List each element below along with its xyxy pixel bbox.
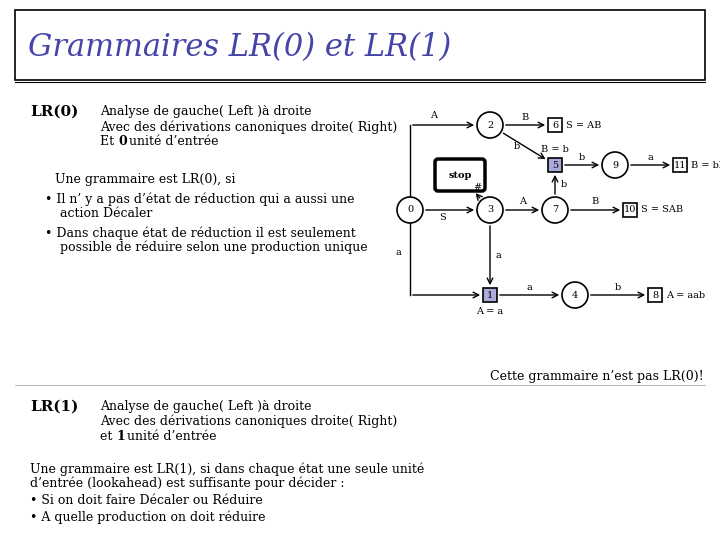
Circle shape	[542, 197, 568, 223]
FancyBboxPatch shape	[15, 10, 705, 80]
FancyBboxPatch shape	[648, 288, 662, 302]
Circle shape	[477, 197, 503, 223]
Text: 1: 1	[116, 430, 125, 443]
Text: A: A	[519, 198, 526, 206]
Text: action Décaler: action Décaler	[60, 207, 153, 220]
Text: Analyse de gauche( Left )à droite: Analyse de gauche( Left )à droite	[100, 400, 312, 413]
Circle shape	[562, 282, 588, 308]
Text: et: et	[100, 430, 117, 443]
Text: b: b	[579, 152, 585, 161]
Text: Grammaires LR(0) et LR(1): Grammaires LR(0) et LR(1)	[28, 32, 451, 64]
Text: 0: 0	[407, 206, 413, 214]
Text: 6: 6	[552, 120, 558, 130]
Text: • Si on doit faire Décaler ou Réduire: • Si on doit faire Décaler ou Réduire	[30, 494, 263, 507]
Circle shape	[397, 197, 423, 223]
Text: 0: 0	[118, 135, 127, 148]
FancyBboxPatch shape	[548, 158, 562, 172]
Text: 7: 7	[552, 206, 558, 214]
FancyBboxPatch shape	[435, 159, 485, 191]
Text: 2: 2	[487, 120, 493, 130]
Text: unité d’entrée: unité d’entrée	[123, 430, 217, 443]
FancyBboxPatch shape	[673, 158, 687, 172]
Text: 5: 5	[552, 160, 558, 170]
Text: 10: 10	[624, 206, 636, 214]
Text: S = SAB: S = SAB	[641, 206, 683, 214]
Text: B = b: B = b	[541, 145, 569, 153]
Text: #: #	[474, 183, 482, 192]
Text: a: a	[647, 152, 653, 161]
Text: • A quelle production on doit réduire: • A quelle production on doit réduire	[30, 510, 266, 523]
Text: 3: 3	[487, 206, 493, 214]
Text: LR(0): LR(0)	[30, 105, 78, 119]
Text: 11: 11	[674, 160, 686, 170]
Text: 9: 9	[612, 160, 618, 170]
Text: b: b	[615, 282, 621, 292]
Text: B = bba: B = bba	[691, 160, 720, 170]
Text: unité d’entrée: unité d’entrée	[125, 135, 218, 148]
Text: • Dans chaque état de réduction il est seulement: • Dans chaque état de réduction il est s…	[45, 226, 356, 240]
Text: a: a	[495, 251, 501, 260]
Text: 4: 4	[572, 291, 578, 300]
Text: A: A	[431, 111, 438, 120]
Text: A = a: A = a	[477, 307, 503, 316]
FancyBboxPatch shape	[483, 288, 497, 302]
Text: Avec des dérivations canoniques droite( Right): Avec des dérivations canoniques droite( …	[100, 120, 397, 133]
Text: • Il n’ y a pas d’état de réduction qui a aussi une: • Il n’ y a pas d’état de réduction qui …	[45, 192, 354, 206]
Text: Et: Et	[100, 135, 118, 148]
FancyBboxPatch shape	[548, 118, 562, 132]
Text: a: a	[395, 248, 401, 257]
Text: A = aab: A = aab	[666, 291, 705, 300]
Text: S: S	[438, 213, 446, 221]
Text: Une grammaire est LR(0), si: Une grammaire est LR(0), si	[55, 173, 235, 186]
Text: B: B	[592, 198, 599, 206]
Text: Analyse de gauche( Left )à droite: Analyse de gauche( Left )à droite	[100, 105, 312, 118]
Text: b: b	[513, 142, 520, 151]
Text: S = AB: S = AB	[566, 120, 601, 130]
Text: Cette grammaire n’est pas LR(0)!: Cette grammaire n’est pas LR(0)!	[490, 370, 703, 383]
FancyBboxPatch shape	[623, 203, 637, 217]
Text: B: B	[522, 112, 529, 122]
Text: 8: 8	[652, 291, 658, 300]
Text: Avec des dérivations canoniques droite( Right): Avec des dérivations canoniques droite( …	[100, 415, 397, 429]
Text: Une grammaire est LR(1), si dans chaque état une seule unité: Une grammaire est LR(1), si dans chaque …	[30, 462, 424, 476]
Text: d’entrée (lookahead) est suffisante pour décider :: d’entrée (lookahead) est suffisante pour…	[30, 477, 344, 490]
Text: stop: stop	[449, 171, 472, 179]
Text: LR(1): LR(1)	[30, 400, 78, 414]
Circle shape	[602, 152, 628, 178]
Text: a: a	[526, 282, 532, 292]
Circle shape	[477, 112, 503, 138]
Text: possible de réduire selon une production unique: possible de réduire selon une production…	[60, 241, 368, 254]
Text: b: b	[561, 180, 567, 189]
Text: 1: 1	[487, 291, 493, 300]
